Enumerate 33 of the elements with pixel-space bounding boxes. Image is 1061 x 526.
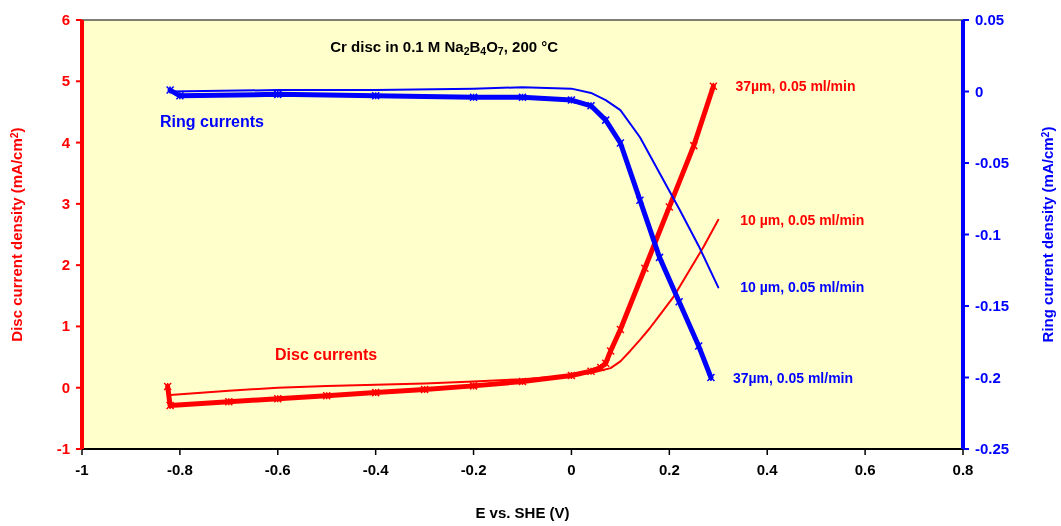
y-tick-label: 4 (61, 133, 71, 151)
annotation: Disc currents (275, 346, 378, 363)
x-tick-label: -0.8 (166, 461, 193, 478)
y-tick-label: -1 (56, 440, 70, 457)
x-tick-label: 0.8 (952, 461, 974, 478)
x-tick-label: 0.2 (658, 461, 680, 478)
x-tick-label: -1 (75, 461, 89, 478)
x-tick-label: 0 (567, 461, 576, 478)
y-tick-label: 1 (61, 317, 70, 335)
y-tick-label: 0 (61, 378, 70, 396)
y2-tick-label: 0.05 (975, 11, 1005, 28)
y-tick-label: 5 (61, 72, 70, 90)
series-label: 10 µm, 0.05 ml/min (740, 279, 865, 296)
x-tick-label: 0.6 (854, 461, 876, 478)
y-tick-label: 3 (61, 194, 70, 212)
x-tick-label: -0.6 (264, 461, 291, 478)
series-label: 10 µm, 0.05 ml/min (740, 211, 865, 228)
x-tick-label: -0.2 (460, 461, 487, 478)
y2-tick-label: -0.1 (975, 225, 1001, 243)
y2-tick-label: -0.15 (975, 297, 1010, 314)
y2-tick-label: -0.25 (975, 440, 1010, 457)
annotation: Ring currents (160, 113, 265, 130)
text: Cr disc in 0.1 M Na$_{2}$B$_{4}$O$_{7}$, 200 °C (330, 38, 559, 57)
series-label: 37µm, 0.05 ml/min (735, 78, 856, 95)
y2-tick-label: -0.05 (975, 154, 1010, 171)
y-tick-label: 6 (61, 11, 70, 28)
y-tick-label: 2 (61, 256, 70, 274)
series-label: 37µm, 0.05 ml/min (732, 369, 854, 386)
x-axis-title: E vs. SHE (V) (475, 504, 570, 521)
y2-tick-label: -0.2 (975, 368, 1001, 386)
x-tick-label: 0.4 (756, 461, 779, 478)
x-tick-label: -0.4 (362, 461, 390, 478)
y2-tick-label: 0 (975, 82, 984, 100)
